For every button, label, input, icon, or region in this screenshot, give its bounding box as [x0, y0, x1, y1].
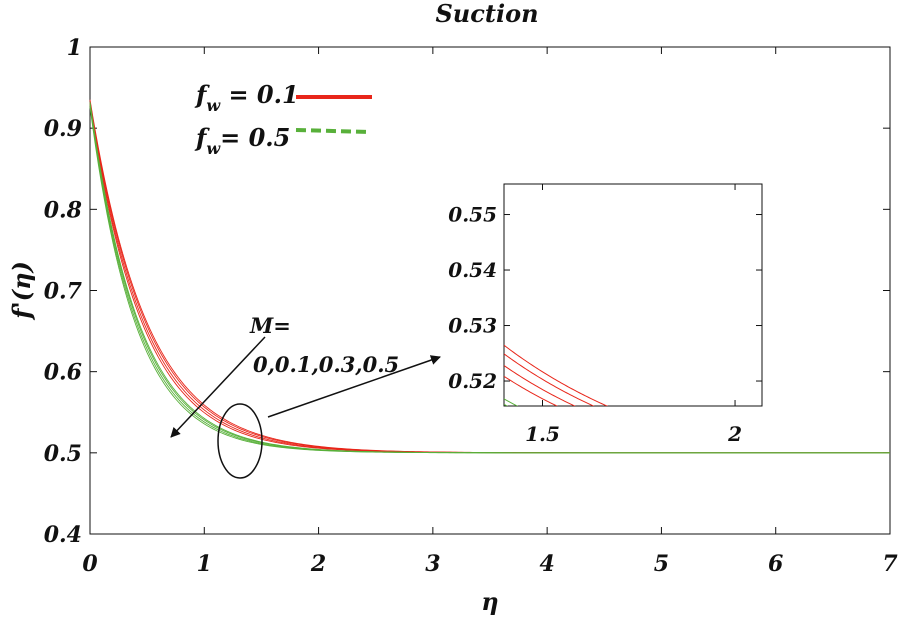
- inset-y-tick-label: 0.54: [448, 258, 497, 282]
- x-tick-label: 6: [768, 551, 783, 577]
- main-series-group: [89, 99, 890, 454]
- legend-entry-1-sub: w: [206, 96, 221, 115]
- inset-series-group: [504, 344, 609, 406]
- x-axis-label: η: [481, 587, 498, 616]
- x-tick-label: 4: [539, 551, 554, 577]
- zoom-arrow: [267, 355, 441, 418]
- annotation-m-label: M=: [249, 313, 291, 338]
- x-tick-label: 1: [197, 551, 212, 577]
- main-axis-ticks: 0 1 2 3 4 5 6 7 0.4 0.5 0.6 0.7 0.8 0.9 1: [44, 35, 899, 577]
- series-line-fw05-7: [89, 106, 890, 454]
- y-tick-label: 0.8: [44, 197, 82, 223]
- chart-title: Suction: [435, 0, 538, 28]
- inset-x-tick-label: 2: [727, 422, 742, 446]
- inset-frame: [503, 183, 763, 407]
- legend: fw = 0.1 fw= 0.5: [194, 80, 372, 158]
- inset-y-tick-label: 0.53: [448, 314, 497, 338]
- y-tick-label: 0.5: [44, 441, 82, 467]
- annotation-arrow-down: [170, 336, 266, 438]
- inset-series-line-fw01-3: [504, 375, 559, 406]
- inset-y-tick-label: 0.52: [448, 369, 497, 393]
- x-tick-label: 5: [654, 551, 669, 577]
- legend-entry-1-label: fw = 0.1: [194, 80, 299, 115]
- x-tick-label: 2: [310, 551, 326, 577]
- inset-axis-ticks: 1.5 2 0.52 0.53 0.54 0.55: [448, 184, 762, 446]
- y-tick-label: 1: [67, 35, 82, 61]
- inset-y-tick-label: 0.55: [448, 203, 497, 227]
- y-tick-label: 0.9: [44, 116, 82, 142]
- y-tick-label: 0.6: [44, 360, 82, 386]
- inset-series-line-fw01-0: [504, 344, 609, 406]
- inset-series-line-fw01-1: [504, 353, 595, 406]
- x-tick-label: 0: [82, 551, 98, 577]
- y-axis-label: f'(η): [7, 261, 36, 321]
- zoom-region-ellipse: [217, 403, 263, 479]
- legend-entry-2-line: [295, 128, 371, 134]
- x-tick-label: 3: [425, 551, 440, 577]
- legend-entry-2-label: fw= 0.5: [194, 123, 290, 158]
- legend-entry-1-f: f: [194, 80, 210, 109]
- inset-series-line-fw01-2: [504, 365, 576, 406]
- legend-entry-1-rest: = 0.1: [220, 80, 299, 109]
- annotation-m-values: 0,0.1,0.3,0.5: [253, 352, 399, 377]
- legend-entry-2-f: f: [194, 123, 210, 152]
- main-plot-frame: [89, 46, 891, 535]
- y-tick-label: 0.7: [44, 279, 83, 305]
- legend-entry-2-rest: = 0.5: [220, 123, 290, 152]
- inset-x-tick-label: 1.5: [525, 422, 560, 446]
- legend-entry-2-sub: w: [206, 139, 221, 158]
- y-tick-label: 0.4: [44, 522, 82, 548]
- x-tick-label: 7: [882, 551, 898, 577]
